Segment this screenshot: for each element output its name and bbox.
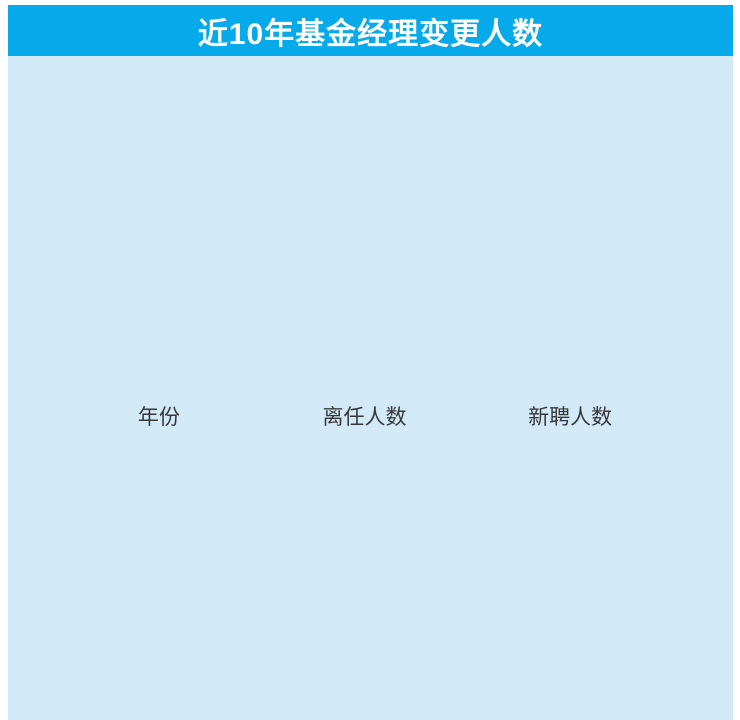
table-title-bar: 近10年基金经理变更人数 xyxy=(8,5,733,56)
table-header-row: 年份 离任人数 新聘人数 xyxy=(8,56,733,720)
column-header-departures: 离任人数 xyxy=(322,406,407,429)
column-header-new-hires: 新聘人数 xyxy=(528,406,613,429)
table-title: 近10年基金经理变更人数 xyxy=(197,17,544,51)
column-header-year: 年份 xyxy=(137,406,180,429)
